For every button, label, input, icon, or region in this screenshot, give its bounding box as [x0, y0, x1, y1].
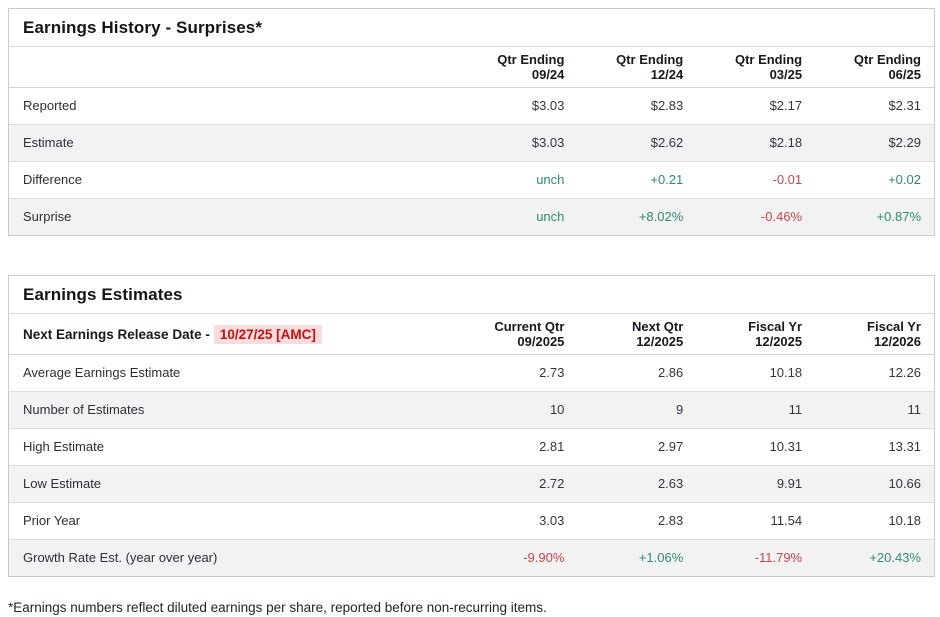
value-cell: 2.73	[539, 365, 565, 380]
value-cell: +8.02%	[577, 198, 697, 235]
next-earnings-release: Next Earnings Release Date -10/27/25 [AM…	[9, 314, 459, 355]
value-cell: 2.81	[458, 428, 578, 466]
table-row-high-estimate: High Estimate 2.81 2.97 10.31 13.31	[9, 428, 934, 466]
estimates-col-2: Next Qtr 12/2025	[577, 314, 697, 355]
table-row-prior-year: Prior Year 3.03 2.83 11.54 10.18	[9, 502, 934, 540]
value-cell: 13.31	[815, 428, 934, 466]
table-row-low-estimate: Low Estimate 2.72 2.63 9.91 10.66	[9, 465, 934, 503]
value-cell: 10.18	[769, 365, 803, 380]
value-cell: $2.83	[650, 98, 684, 113]
row-label: High Estimate	[9, 428, 459, 466]
estimates-col-4: Fiscal Yr 12/2026	[815, 314, 934, 355]
value-cell: unch	[458, 198, 578, 235]
earnings-history-table: Qtr Ending 09/24 Qtr Ending 12/24 Qtr En…	[9, 47, 934, 235]
row-label: Average Earnings Estimate	[23, 365, 181, 380]
earnings-history-title: Earnings History - Surprises*	[9, 9, 934, 47]
value-cell: $2.62	[577, 124, 697, 162]
history-col-3: Qtr Ending 03/25	[696, 47, 816, 88]
value-cell: +20.43%	[815, 539, 934, 576]
value-cell: -0.01	[696, 161, 816, 199]
earnings-history-card: Earnings History - Surprises* Qtr Ending…	[8, 8, 935, 236]
value-cell: -9.90%	[458, 539, 578, 576]
value-cell: 2.83	[577, 502, 697, 540]
estimates-header-row: Next Earnings Release Date -10/27/25 [AM…	[9, 314, 934, 355]
table-row-average-estimate: Average Earnings Estimate 2.73 2.86 10.1…	[9, 354, 934, 392]
value-cell: $2.18	[696, 124, 816, 162]
value-cell: $3.03	[531, 98, 565, 113]
value-cell: -0.46%	[696, 198, 816, 235]
row-label: Number of Estimates	[9, 391, 459, 429]
row-label: Difference	[9, 161, 459, 199]
row-label: Low Estimate	[9, 465, 459, 503]
table-row-surprise: Surprise unch +8.02% -0.46% +0.87%	[9, 198, 934, 235]
value-cell: +1.06%	[577, 539, 697, 576]
row-label: Estimate	[9, 124, 459, 162]
value-cell: 11.54	[696, 502, 816, 540]
row-label: Surprise	[9, 198, 459, 235]
value-cell: 2.97	[577, 428, 697, 466]
value-cell: +0.02	[815, 161, 934, 199]
value-cell: 2.63	[577, 465, 697, 503]
earnings-estimates-card: Earnings Estimates Next Earnings Release…	[8, 275, 935, 577]
release-date-value: 10/27/25 [AMC]	[213, 324, 322, 344]
estimates-col-3: Fiscal Yr 12/2025	[696, 314, 816, 355]
value-cell: 10.18	[815, 502, 934, 540]
row-label: Growth Rate Est. (year over year)	[9, 539, 459, 576]
value-cell: 3.03	[458, 502, 578, 540]
history-col-1: Qtr Ending 09/24	[458, 47, 578, 88]
value-cell: $2.31	[888, 98, 921, 113]
value-cell: 11	[696, 391, 816, 429]
earnings-estimates-title: Earnings Estimates	[9, 276, 934, 314]
value-cell: 9	[577, 391, 697, 429]
value-cell: 11	[815, 391, 934, 429]
value-cell: 2.72	[458, 465, 578, 503]
value-cell: 2.86	[657, 365, 684, 380]
history-header-row: Qtr Ending 09/24 Qtr Ending 12/24 Qtr En…	[9, 47, 934, 88]
table-row-reported: Reported $3.03 $2.83 $2.17 $2.31	[9, 87, 934, 125]
earnings-estimates-table: Next Earnings Release Date -10/27/25 [AM…	[9, 314, 934, 576]
value-cell: 12.26	[888, 365, 921, 380]
value-cell: +0.87%	[815, 198, 934, 235]
earnings-footnote: *Earnings numbers reflect diluted earnin…	[8, 600, 547, 615]
history-col-2: Qtr Ending 12/24	[577, 47, 697, 88]
value-cell: unch	[458, 161, 578, 199]
table-row-estimate: Estimate $3.03 $2.62 $2.18 $2.29	[9, 124, 934, 162]
value-cell: $3.03	[458, 124, 578, 162]
value-cell: 10.66	[815, 465, 934, 503]
value-cell: $2.17	[769, 98, 803, 113]
release-date-label: Next Earnings Release Date -	[23, 326, 210, 342]
value-cell: +0.21	[577, 161, 697, 199]
table-row-growth-rate: Growth Rate Est. (year over year) -9.90%…	[9, 539, 934, 576]
history-header-empty	[9, 47, 459, 88]
history-col-4: Qtr Ending 06/25	[815, 47, 934, 88]
value-cell: -11.79%	[696, 539, 816, 576]
row-label: Prior Year	[9, 502, 459, 540]
value-cell: 9.91	[696, 465, 816, 503]
estimates-col-1: Current Qtr 09/2025	[458, 314, 578, 355]
value-cell: 10.31	[696, 428, 816, 466]
value-cell: $2.29	[815, 124, 934, 162]
row-label: Reported	[23, 98, 77, 113]
table-row-difference: Difference unch +0.21 -0.01 +0.02	[9, 161, 934, 199]
table-row-number-of-estimates: Number of Estimates 10 9 11 11	[9, 391, 934, 429]
value-cell: 10	[458, 391, 578, 429]
